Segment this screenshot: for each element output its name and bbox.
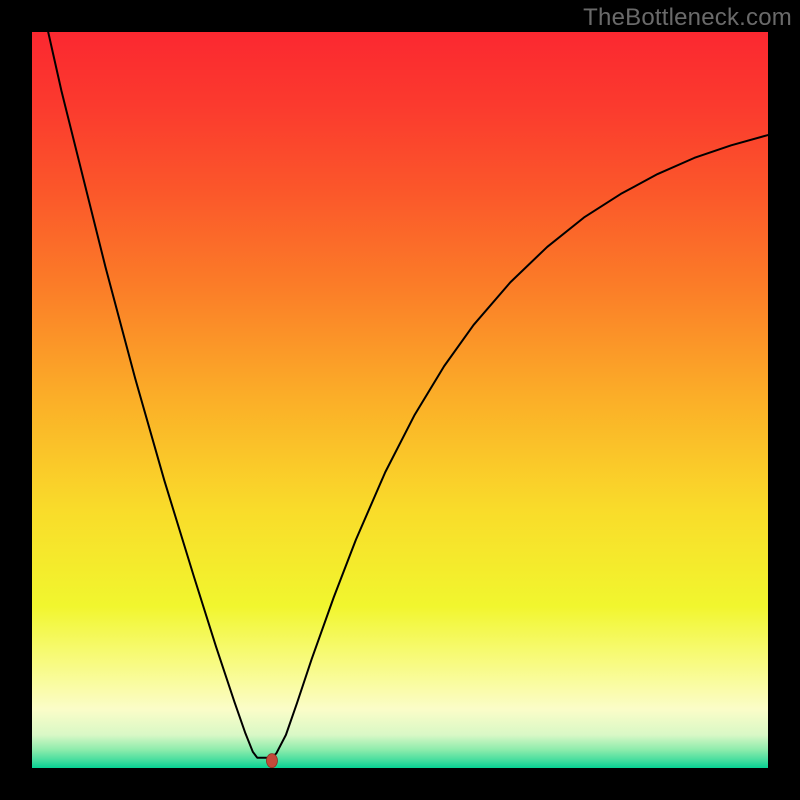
watermark-text: TheBottleneck.com	[583, 4, 792, 32]
chart	[0, 0, 800, 800]
chart-background	[32, 32, 768, 768]
optimal-point-marker	[266, 754, 277, 768]
chart-container: TheBottleneck.com	[0, 0, 800, 800]
chart-svg	[0, 0, 800, 800]
